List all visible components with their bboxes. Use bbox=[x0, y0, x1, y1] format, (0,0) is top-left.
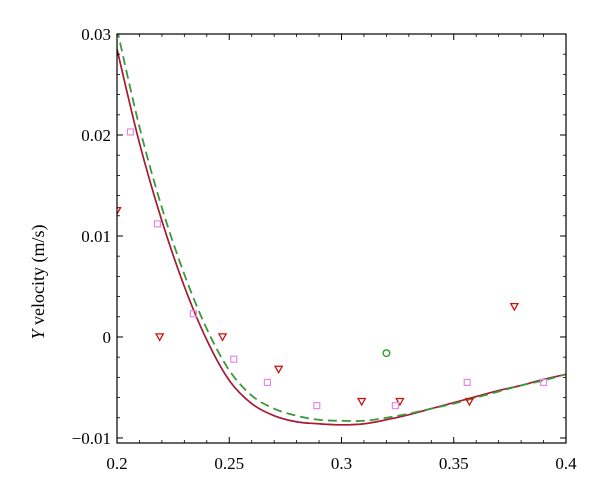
triangle-marker bbox=[464, 397, 475, 407]
triangle-marker bbox=[154, 333, 165, 342]
x-tick-label: 0.25 bbox=[214, 454, 244, 473]
square-marker bbox=[263, 378, 272, 387]
y-tick-label: 0.03 bbox=[81, 25, 111, 44]
series-line-1 bbox=[117, 48, 566, 426]
square-marker bbox=[153, 220, 162, 228]
plot-content bbox=[117, 34, 566, 426]
y-tick-label: 0.01 bbox=[81, 227, 111, 246]
y-axis-label: Y velocity (m/s) bbox=[28, 225, 49, 340]
series-line-2 bbox=[117, 48, 566, 426]
triangle-marker bbox=[217, 333, 228, 342]
triangle-marker bbox=[117, 207, 122, 216]
square-marker bbox=[230, 355, 238, 363]
x-tick-label: 0.3 bbox=[331, 454, 352, 473]
triangle-marker bbox=[395, 397, 405, 407]
square-marker bbox=[189, 310, 197, 318]
series-line-3 bbox=[117, 34, 566, 422]
y-tick-label: 0.02 bbox=[81, 126, 111, 145]
y-axis-label-text: velocity (m/s) bbox=[28, 225, 49, 330]
x-tick-label: 0.2 bbox=[106, 454, 127, 473]
y-axis-label-symbol: Y bbox=[28, 328, 48, 340]
x-tick-label: 0.35 bbox=[439, 454, 469, 473]
square-marker bbox=[391, 402, 399, 410]
x-tick-label: 0.4 bbox=[555, 454, 577, 473]
square-marker bbox=[126, 128, 135, 136]
square-marker bbox=[313, 402, 321, 410]
tick-labels: 0.2 0.25 0.3 0.35 0.4 0.03 0.02 0.01 0 −0.01 bbox=[72, 25, 577, 473]
axis-ticks bbox=[116, 33, 567, 443]
plot-frame bbox=[116, 33, 567, 444]
square-marker bbox=[539, 378, 548, 387]
triangle-marker bbox=[273, 365, 284, 375]
y-tick-label: 0 bbox=[103, 328, 112, 347]
triangle-marker bbox=[357, 397, 367, 407]
square-marker bbox=[463, 378, 471, 387]
circle-marker bbox=[382, 349, 391, 358]
triangle-marker bbox=[509, 302, 520, 312]
y-tick-label: −0.01 bbox=[72, 429, 111, 448]
